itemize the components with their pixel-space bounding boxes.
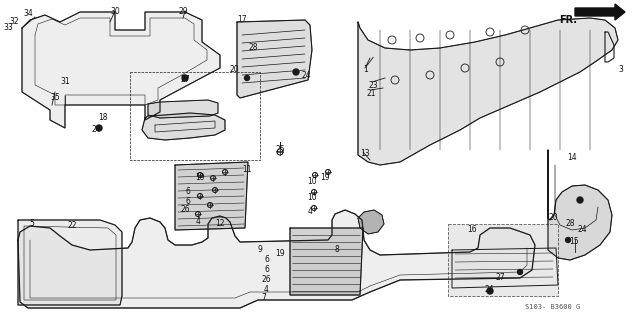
Text: 30: 30: [110, 6, 120, 16]
Text: 19: 19: [320, 173, 330, 182]
Text: 28: 28: [565, 219, 575, 228]
Text: 20: 20: [229, 65, 239, 75]
Text: 29: 29: [178, 6, 188, 16]
Text: 8: 8: [335, 246, 339, 255]
Text: 31: 31: [60, 78, 70, 86]
Polygon shape: [548, 150, 612, 260]
Circle shape: [293, 69, 299, 75]
Text: 26: 26: [180, 205, 190, 214]
Text: 24: 24: [91, 125, 101, 135]
Text: 32: 32: [9, 17, 19, 26]
Text: 6: 6: [186, 188, 191, 197]
Circle shape: [244, 76, 250, 80]
Text: 16: 16: [467, 226, 477, 234]
Text: 6: 6: [186, 197, 191, 206]
Text: 18: 18: [99, 113, 108, 122]
Polygon shape: [18, 210, 535, 308]
Text: 6: 6: [264, 265, 269, 275]
Polygon shape: [290, 228, 363, 295]
Text: 5: 5: [29, 219, 35, 227]
Bar: [448, 224, 558, 296]
Text: 20: 20: [548, 212, 558, 221]
Text: FR.: FR.: [559, 15, 577, 25]
Polygon shape: [237, 20, 312, 98]
Text: 26: 26: [261, 276, 271, 285]
Polygon shape: [575, 4, 625, 20]
Polygon shape: [22, 12, 220, 128]
Text: 19: 19: [195, 174, 205, 182]
Text: 25: 25: [275, 145, 285, 154]
Text: 23: 23: [368, 80, 378, 90]
Text: 15: 15: [569, 238, 579, 247]
Text: 34: 34: [23, 9, 33, 18]
Circle shape: [518, 270, 522, 275]
Text: 27: 27: [495, 272, 505, 281]
Polygon shape: [142, 113, 225, 140]
Text: 7: 7: [262, 293, 266, 302]
Text: 4: 4: [308, 207, 312, 217]
Polygon shape: [148, 100, 218, 118]
Text: 4: 4: [264, 286, 268, 294]
Circle shape: [487, 288, 493, 294]
Circle shape: [577, 197, 583, 203]
Text: 10: 10: [307, 192, 317, 202]
Polygon shape: [175, 162, 248, 230]
Circle shape: [182, 75, 188, 81]
Polygon shape: [358, 210, 384, 234]
Text: 4: 4: [196, 218, 200, 226]
Text: 22: 22: [67, 220, 77, 229]
Polygon shape: [18, 220, 122, 305]
Text: 27: 27: [180, 75, 190, 84]
Text: 1: 1: [364, 64, 369, 73]
Text: 35: 35: [50, 93, 60, 101]
Text: 11: 11: [243, 166, 252, 174]
Text: 9: 9: [257, 246, 262, 255]
Text: 24: 24: [577, 226, 587, 234]
Text: 3: 3: [619, 65, 623, 75]
Text: S103- B3600 G: S103- B3600 G: [525, 304, 580, 310]
Polygon shape: [358, 18, 618, 165]
Text: 14: 14: [567, 152, 577, 161]
Text: 33: 33: [3, 23, 13, 32]
Text: 13: 13: [360, 150, 370, 159]
Text: 28: 28: [248, 43, 258, 53]
Text: 24: 24: [301, 71, 311, 80]
Text: 10: 10: [307, 177, 317, 187]
Circle shape: [96, 125, 102, 131]
Text: 17: 17: [237, 14, 247, 24]
Text: 21: 21: [366, 88, 376, 98]
Text: 24: 24: [484, 286, 494, 294]
Text: 19: 19: [275, 249, 285, 258]
Text: 12: 12: [215, 219, 225, 228]
Bar: [130, 72, 260, 160]
Text: 6: 6: [264, 256, 269, 264]
Circle shape: [566, 238, 570, 242]
